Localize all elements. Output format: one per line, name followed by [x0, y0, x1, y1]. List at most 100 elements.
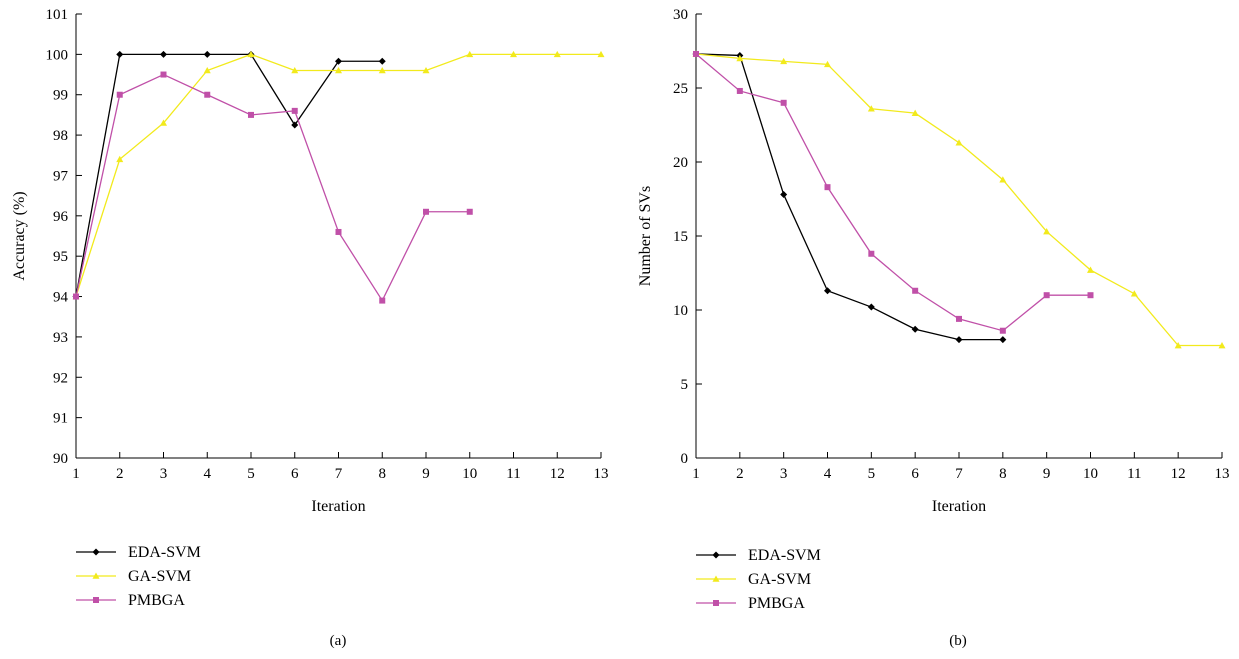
- y-tick-label: 91: [53, 411, 68, 427]
- x-tick-label: 6: [911, 466, 919, 482]
- data-point: [291, 67, 299, 74]
- series-line: [75, 53, 383, 297]
- legend-label: PMBGA: [748, 595, 805, 612]
- legend-item: GA-SVM: [696, 571, 811, 588]
- data-point: [867, 303, 875, 311]
- data-point: [1043, 228, 1051, 235]
- data-point: [160, 50, 167, 58]
- legend-label: EDA-SVM: [128, 544, 201, 561]
- y-axis-title: Number of SVs: [637, 186, 654, 286]
- data-point: [116, 155, 124, 163]
- y-tick-label: 95: [53, 249, 68, 265]
- x-tick-label: 1: [72, 466, 80, 482]
- x-tick-label: 8: [379, 466, 387, 482]
- series-pmbga: [73, 71, 473, 304]
- x-tick-label: 7: [335, 466, 343, 482]
- x-tick-label: 5: [247, 466, 255, 482]
- data-point: [335, 57, 342, 65]
- data-point: [204, 91, 211, 98]
- series-eda-svm: [72, 50, 386, 301]
- y-tick-label: 10: [673, 303, 688, 319]
- y-tick-label: 93: [53, 330, 68, 346]
- panel-caption: (a): [330, 633, 347, 649]
- data-point: [999, 327, 1006, 334]
- x-tick-label: 7: [955, 466, 963, 482]
- data-point: [597, 50, 605, 58]
- data-point: [116, 50, 124, 58]
- series-line: [75, 73, 470, 302]
- data-point: [868, 250, 875, 257]
- x-tick-label: 9: [422, 466, 430, 482]
- data-point: [911, 325, 919, 333]
- series-line: [695, 53, 1091, 332]
- data-point: [203, 67, 211, 74]
- data-point: [693, 50, 699, 57]
- data-point: [824, 60, 831, 68]
- legend-item: PMBGA: [76, 592, 185, 609]
- data-point: [1043, 292, 1050, 299]
- data-point: [510, 50, 517, 58]
- y-tick-label: 90: [53, 451, 68, 467]
- legend-label: EDA-SVM: [748, 547, 821, 564]
- legend-marker: [712, 575, 720, 582]
- data-point: [291, 121, 299, 129]
- x-tick-label: 6: [291, 466, 299, 482]
- data-point: [553, 50, 561, 58]
- legend-marker: [712, 551, 720, 559]
- data-point: [824, 184, 831, 191]
- x-tick-label: 2: [116, 466, 124, 482]
- x-tick-label: 8: [999, 466, 1007, 482]
- y-tick-label: 99: [53, 88, 68, 104]
- series-line: [75, 53, 601, 297]
- legend-marker: [92, 572, 100, 579]
- data-point: [780, 191, 788, 199]
- x-tick-label: 4: [824, 466, 832, 482]
- series-pmbga: [693, 50, 1094, 334]
- data-point: [247, 50, 255, 58]
- series-line: [695, 53, 1222, 347]
- data-point: [999, 176, 1007, 183]
- data-point: [867, 105, 875, 112]
- data-point: [911, 109, 919, 116]
- data-point: [422, 67, 430, 74]
- panel-caption: (b): [949, 633, 967, 649]
- x-tick-label: 3: [160, 466, 168, 482]
- series-line: [695, 53, 1003, 341]
- data-point: [1130, 290, 1138, 297]
- y-tick-label: 92: [53, 370, 68, 386]
- y-tick-label: 98: [53, 128, 68, 144]
- data-point: [378, 67, 386, 74]
- y-tick-label: 25: [673, 81, 688, 97]
- data-point: [999, 336, 1007, 344]
- data-point: [955, 139, 963, 146]
- data-point: [160, 71, 167, 78]
- data-point: [956, 315, 962, 322]
- data-point: [73, 293, 79, 300]
- data-point: [466, 208, 473, 215]
- x-tick-label: 10: [462, 466, 477, 482]
- x-tick-label: 4: [204, 466, 212, 482]
- series-eda-svm: [692, 50, 1007, 344]
- x-tick-label: 11: [1127, 466, 1141, 482]
- y-tick-label: 97: [53, 168, 69, 184]
- y-tick-label: 94: [53, 290, 69, 306]
- y-tick-label: 101: [46, 7, 69, 23]
- legend-label: GA-SVM: [128, 568, 191, 585]
- x-tick-label: 13: [594, 466, 609, 482]
- data-point: [335, 228, 342, 235]
- y-tick-label: 96: [53, 209, 69, 225]
- x-tick-label: 10: [1083, 466, 1098, 482]
- x-tick-label: 1: [692, 466, 700, 482]
- data-point: [379, 297, 386, 304]
- data-point: [466, 50, 474, 58]
- data-point: [1174, 342, 1182, 349]
- legend-item: EDA-SVM: [76, 544, 201, 561]
- x-axis-title: Iteration: [311, 498, 365, 515]
- y-tick-label: 15: [673, 229, 688, 245]
- y-tick-label: 30: [673, 7, 688, 23]
- legend-marker: [92, 548, 100, 556]
- y-tick-label: 100: [46, 47, 69, 63]
